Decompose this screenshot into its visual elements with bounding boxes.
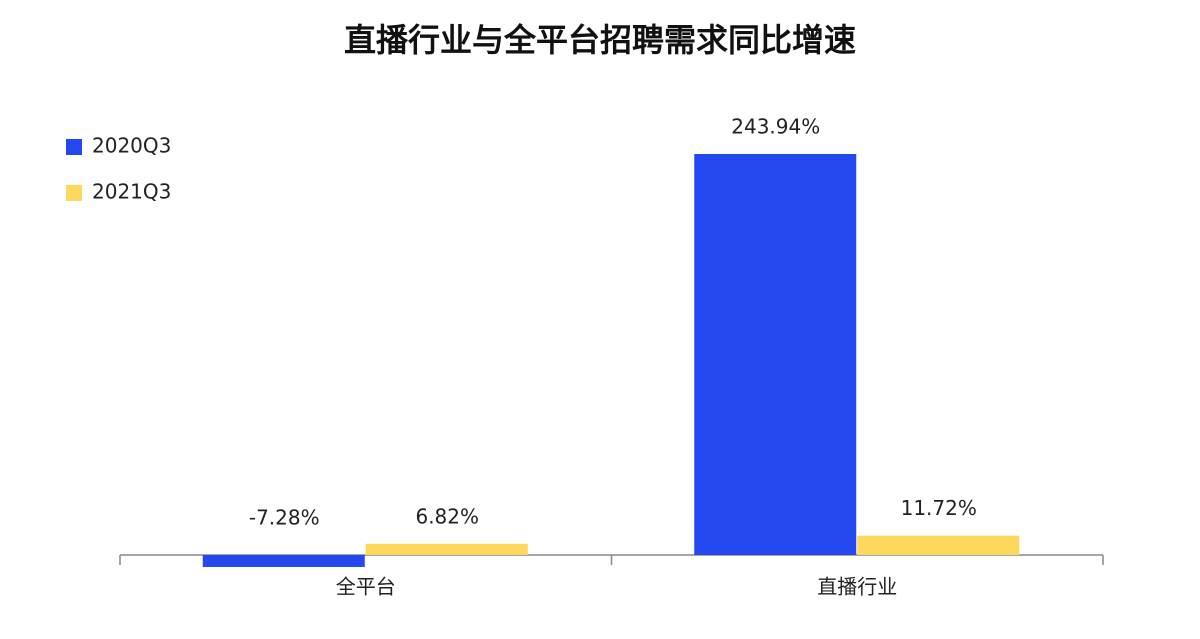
legend-label: 2021Q3 [92, 180, 171, 204]
legend-swatch [66, 185, 82, 201]
data-label: 6.82% [415, 504, 479, 528]
chart-title: 直播行业与全平台招聘需求同比增速 [344, 21, 856, 59]
x-tick-label: 直播行业 [817, 575, 897, 599]
bar [365, 543, 528, 555]
legend-label: 2020Q3 [92, 134, 171, 158]
bar [694, 154, 857, 555]
data-label: 11.72% [901, 496, 977, 520]
bar [857, 535, 1020, 555]
x-tick-label: 全平台 [336, 575, 396, 599]
legend-swatch [66, 139, 82, 155]
bar [202, 555, 365, 567]
data-label: -7.28% [249, 506, 320, 530]
data-label: 243.94% [731, 115, 820, 139]
